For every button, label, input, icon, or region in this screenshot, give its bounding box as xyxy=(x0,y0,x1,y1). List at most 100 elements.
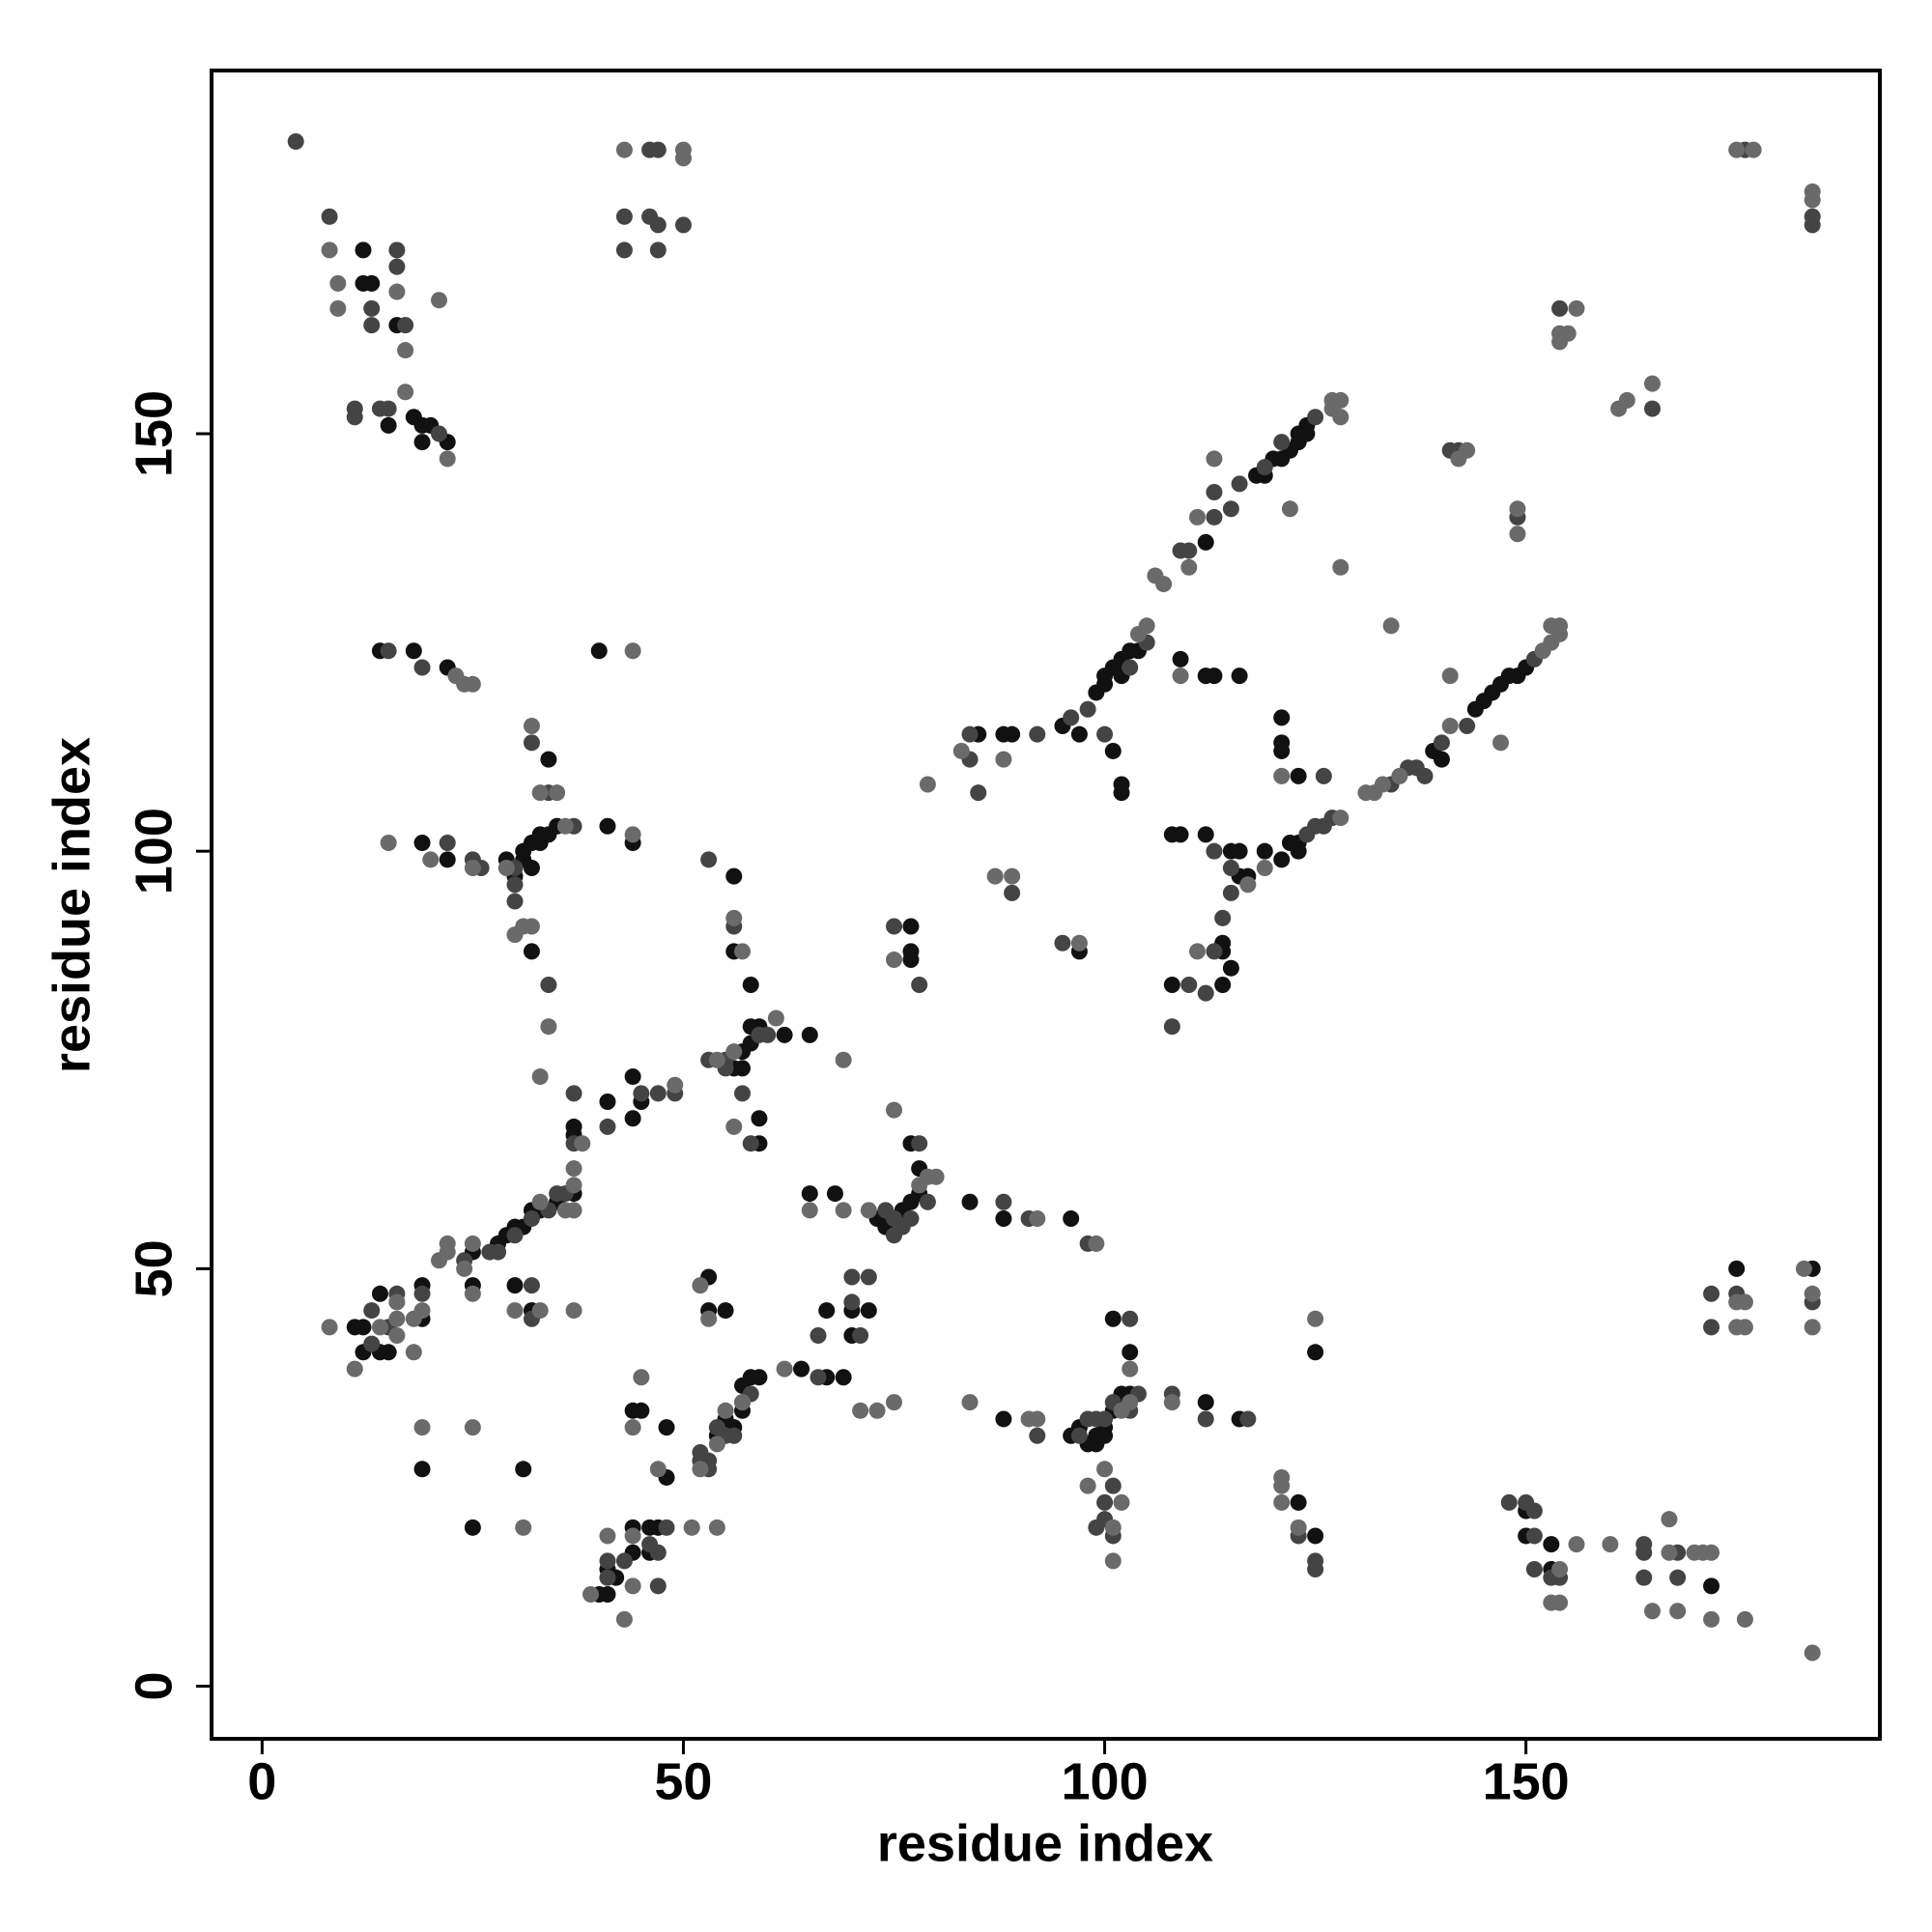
point xyxy=(1197,533,1214,551)
point xyxy=(624,1110,641,1127)
point xyxy=(615,1610,633,1628)
point xyxy=(1113,784,1130,802)
point xyxy=(810,1327,827,1345)
point xyxy=(1466,700,1484,718)
point xyxy=(674,150,692,167)
point xyxy=(649,242,667,259)
point xyxy=(641,1536,659,1553)
point xyxy=(1441,718,1459,735)
point xyxy=(1357,784,1375,802)
point xyxy=(633,1402,650,1419)
point xyxy=(742,976,759,993)
point xyxy=(1239,1410,1257,1428)
point xyxy=(1206,484,1223,501)
point xyxy=(1669,1603,1687,1620)
point xyxy=(1644,1603,1661,1620)
point xyxy=(531,1302,549,1320)
point xyxy=(1618,391,1635,409)
point xyxy=(431,1252,447,1269)
point xyxy=(431,425,447,442)
point xyxy=(624,1527,641,1545)
point xyxy=(1543,1536,1560,1553)
point xyxy=(708,1519,725,1536)
point xyxy=(886,918,902,935)
point xyxy=(615,1552,633,1570)
point xyxy=(902,952,920,969)
point xyxy=(995,1193,1012,1210)
point xyxy=(986,867,1004,885)
point xyxy=(919,1193,936,1210)
point xyxy=(1256,459,1273,476)
point xyxy=(380,642,397,660)
point xyxy=(1122,659,1139,676)
point xyxy=(1231,842,1248,860)
point xyxy=(1568,1536,1585,1553)
point xyxy=(1004,867,1021,885)
point xyxy=(919,776,936,793)
point xyxy=(540,1018,557,1036)
point xyxy=(405,1310,422,1327)
point xyxy=(1500,1493,1518,1511)
point xyxy=(1416,767,1434,784)
point xyxy=(380,400,397,417)
point xyxy=(464,1285,481,1302)
point xyxy=(380,1344,397,1361)
point xyxy=(1804,191,1821,209)
point xyxy=(1525,1527,1543,1545)
point xyxy=(1163,1394,1180,1411)
point xyxy=(1804,1285,1821,1302)
point xyxy=(1804,1319,1821,1336)
point xyxy=(1206,842,1223,860)
point xyxy=(1525,1561,1543,1578)
point xyxy=(329,274,347,292)
point xyxy=(1433,751,1450,768)
point xyxy=(725,867,743,885)
point xyxy=(1222,500,1239,518)
point xyxy=(1096,1410,1114,1428)
point xyxy=(523,1277,540,1294)
point xyxy=(692,1461,709,1478)
y-axis-label: residue index xyxy=(43,737,100,1073)
point xyxy=(371,1319,388,1336)
point xyxy=(397,384,414,401)
point xyxy=(1551,1561,1569,1578)
point xyxy=(388,258,406,275)
point xyxy=(1180,976,1198,993)
point xyxy=(355,242,372,259)
point xyxy=(927,1168,945,1185)
point xyxy=(649,1085,667,1102)
point xyxy=(456,1260,473,1277)
point xyxy=(1096,668,1114,685)
point xyxy=(633,1085,650,1102)
point xyxy=(363,317,381,334)
point xyxy=(1332,810,1350,827)
point xyxy=(599,1093,616,1110)
point xyxy=(1222,859,1239,876)
point xyxy=(852,1402,869,1419)
x-tick-label: 50 xyxy=(654,1752,712,1810)
point xyxy=(1644,400,1661,417)
point xyxy=(1163,1018,1180,1036)
point xyxy=(1222,884,1239,901)
point xyxy=(523,859,540,876)
point xyxy=(826,1185,843,1203)
point xyxy=(388,283,406,300)
point xyxy=(961,725,979,743)
point xyxy=(1509,500,1526,518)
point xyxy=(1239,876,1257,894)
point xyxy=(700,1310,718,1327)
point xyxy=(700,851,718,868)
point xyxy=(1736,1319,1753,1336)
point xyxy=(615,141,633,158)
point xyxy=(506,893,524,910)
point xyxy=(397,342,414,359)
y-tick-label: 150 xyxy=(125,390,183,477)
point xyxy=(674,216,692,234)
point xyxy=(835,1051,852,1068)
point xyxy=(1222,959,1239,977)
point xyxy=(1004,725,1021,743)
point xyxy=(624,1577,641,1595)
point xyxy=(1509,526,1526,543)
point xyxy=(506,876,524,894)
